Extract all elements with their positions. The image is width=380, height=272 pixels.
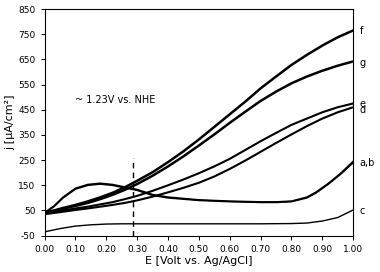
Text: a,b: a,b — [359, 158, 375, 168]
X-axis label: E [Volt vs. Ag/AgCl]: E [Volt vs. Ag/AgCl] — [145, 256, 253, 267]
Text: ~ 1.23V vs. NHE: ~ 1.23V vs. NHE — [76, 95, 156, 105]
Text: e: e — [359, 99, 365, 109]
Text: f: f — [359, 26, 363, 36]
Text: d: d — [359, 105, 366, 115]
Y-axis label: j [μA/cm²]: j [μA/cm²] — [6, 95, 16, 150]
Text: c: c — [359, 206, 365, 216]
Text: g: g — [359, 58, 366, 68]
